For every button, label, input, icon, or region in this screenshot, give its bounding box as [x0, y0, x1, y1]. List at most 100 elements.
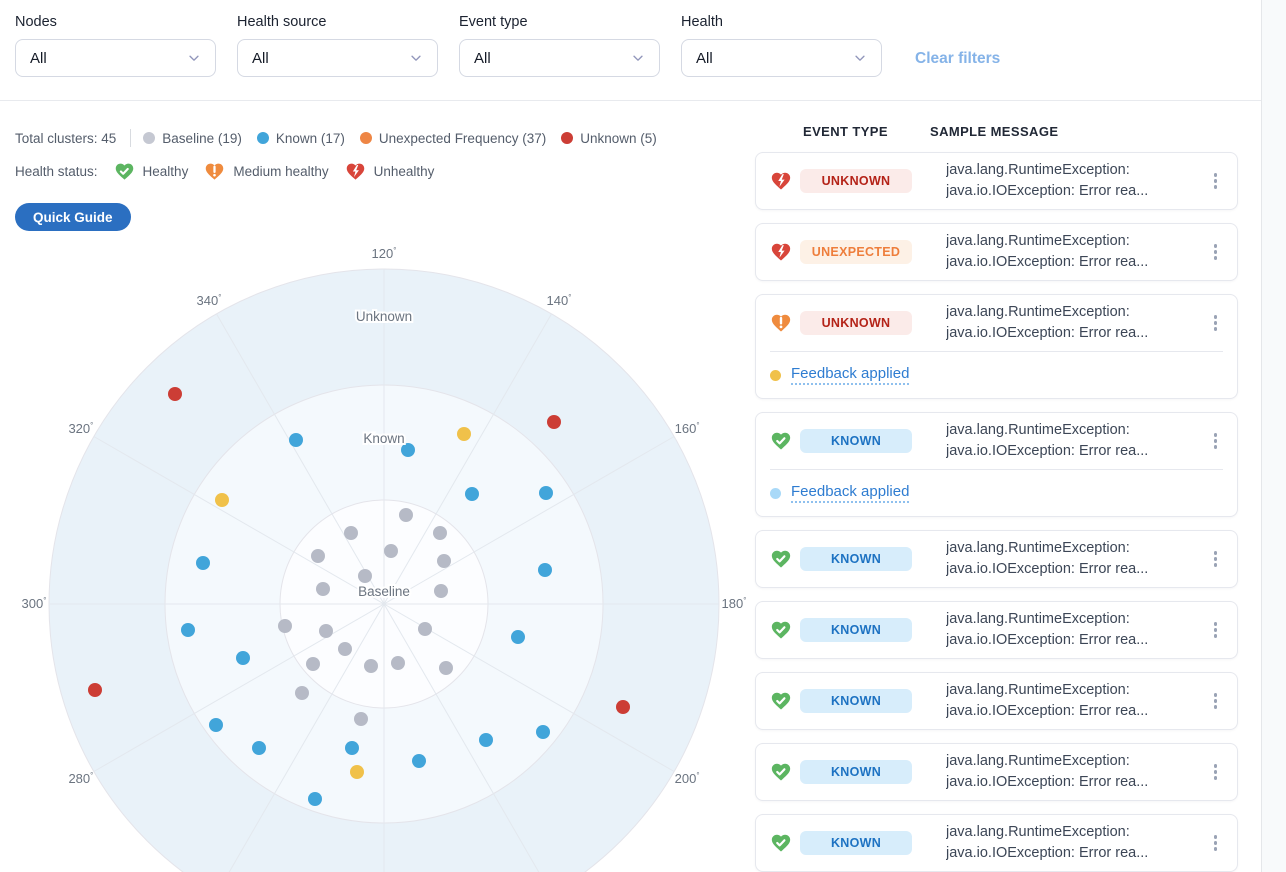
cluster-dot-known[interactable]	[209, 718, 223, 732]
cluster-dot-baseline[interactable]	[358, 569, 372, 583]
cluster-dot-baseline[interactable]	[384, 544, 398, 558]
event-type-select[interactable]: All	[459, 39, 660, 77]
cluster-dot-known[interactable]	[345, 741, 359, 755]
angle-tick-340: 340°	[197, 293, 222, 308]
nodes-select[interactable]: All	[15, 39, 216, 77]
row-menu-button[interactable]	[1208, 758, 1224, 786]
feedback-applied-link[interactable]: Feedback applied	[791, 483, 910, 503]
cluster-dot-baseline[interactable]	[338, 642, 352, 656]
cluster-dot-unknown[interactable]	[616, 700, 630, 714]
health-item-unhealthy: Unhealthy	[345, 161, 434, 182]
legend-label: Baseline (19)	[162, 130, 242, 146]
event-row[interactable]: KNOWN java.lang.RuntimeException: java.i…	[755, 672, 1238, 730]
events-rows: UNKNOWN java.lang.RuntimeException: java…	[755, 152, 1238, 872]
legend-item-known: Known (17)	[256, 131, 345, 146]
sample-message: java.lang.RuntimeException: java.io.IOEx…	[946, 539, 1149, 577]
cluster-dot-baseline[interactable]	[437, 554, 451, 568]
cluster-dot-baseline[interactable]	[278, 619, 292, 633]
event-row-main: KNOWN java.lang.RuntimeException: java.i…	[756, 602, 1237, 658]
cluster-dot-baseline[interactable]	[433, 526, 447, 540]
feedback-dot	[770, 369, 781, 381]
event-row[interactable]: UNKNOWN java.lang.RuntimeException: java…	[755, 152, 1238, 210]
heart-check-icon	[771, 763, 791, 781]
cluster-dot-known[interactable]	[289, 433, 303, 447]
cluster-dot-baseline[interactable]	[364, 659, 378, 673]
event-row[interactable]: KNOWN java.lang.RuntimeException: java.i…	[755, 530, 1238, 588]
angle-tick-300: 300°	[22, 596, 47, 611]
event-row[interactable]: KNOWN java.lang.RuntimeException: java.i…	[755, 412, 1238, 517]
clear-filters-link[interactable]: Clear filters	[915, 50, 1001, 67]
event-row[interactable]: UNEXPECTED java.lang.RuntimeException: j…	[755, 223, 1238, 281]
cluster-dot-baseline[interactable]	[295, 686, 309, 700]
cluster-dot-baseline[interactable]	[434, 584, 448, 598]
event-row[interactable]: UNKNOWN java.lang.RuntimeException: java…	[755, 294, 1238, 399]
cluster-dot-baseline[interactable]	[344, 526, 358, 540]
cluster-dot-known[interactable]	[536, 725, 550, 739]
sample-message: java.lang.RuntimeException: java.io.IOEx…	[946, 303, 1149, 341]
cluster-dot-unknown[interactable]	[547, 415, 561, 429]
feedback-row: Feedback applied	[756, 352, 1237, 398]
cluster-dot-known[interactable]	[196, 556, 210, 570]
cluster-dot-baseline[interactable]	[354, 712, 368, 726]
spoke-line	[216, 313, 385, 605]
cluster-dot-known[interactable]	[181, 623, 195, 637]
event-type-badge: KNOWN	[800, 760, 912, 784]
cluster-polar-chart: Baseline Known Unknown 120° 140° 160° 180° 200°…	[22, 246, 747, 872]
cluster-dot-known[interactable]	[412, 754, 426, 768]
cluster-dot-unknown[interactable]	[168, 387, 182, 401]
cluster-dot-baseline[interactable]	[316, 582, 330, 596]
cluster-dot-baseline[interactable]	[399, 508, 413, 522]
cluster-dot-baseline[interactable]	[319, 624, 333, 638]
cluster-dot-baseline[interactable]	[418, 622, 432, 636]
event-row[interactable]: KNOWN java.lang.RuntimeException: java.i…	[755, 601, 1238, 659]
row-menu-button[interactable]	[1208, 829, 1224, 857]
cluster-dot-known[interactable]	[511, 630, 525, 644]
cluster-dot-baseline[interactable]	[306, 657, 320, 671]
chart-labels: Baseline Known Unknown 120° 140° 160° 180° 200°…	[22, 246, 747, 786]
angle-tick-320: 320°	[68, 421, 93, 436]
cluster-dot-known[interactable]	[539, 486, 553, 500]
selected-value: All	[696, 49, 713, 67]
row-menu-button[interactable]	[1208, 545, 1224, 573]
cluster-dot-known[interactable]	[479, 733, 493, 747]
cluster-dot-known[interactable]	[538, 563, 552, 577]
filter-label: Event type	[459, 14, 528, 30]
feedback-divider	[770, 469, 1223, 470]
sample-message: java.lang.RuntimeException: java.io.IOEx…	[946, 161, 1149, 199]
feedback-applied-link[interactable]: Feedback applied	[791, 365, 910, 385]
cluster-dot-unknown[interactable]	[88, 683, 102, 697]
chevron-down-icon	[411, 55, 421, 61]
row-menu-button[interactable]	[1208, 427, 1224, 455]
row-menu-button[interactable]	[1208, 238, 1224, 266]
cluster-dot-baseline[interactable]	[311, 549, 325, 563]
legend-label: Unknown (5)	[580, 130, 657, 146]
sample-message: java.lang.RuntimeException: java.io.IOEx…	[946, 610, 1149, 648]
event-type-badge: UNEXPECTED	[800, 240, 912, 264]
cluster-dot-unexpected-frequency[interactable]	[215, 493, 229, 507]
cluster-dot-known[interactable]	[252, 741, 266, 755]
cluster-dot-known[interactable]	[465, 487, 479, 501]
legend-separator	[130, 129, 132, 147]
quick-guide-button[interactable]: Quick Guide	[15, 203, 131, 231]
cluster-dot-baseline[interactable]	[391, 656, 405, 670]
health-select[interactable]: All	[681, 39, 882, 77]
event-row[interactable]: KNOWN java.lang.RuntimeException: java.i…	[755, 743, 1238, 801]
cluster-dot-known[interactable]	[308, 792, 322, 806]
cluster-dot-known[interactable]	[401, 443, 415, 457]
health-source-select[interactable]: All	[237, 39, 438, 77]
cluster-dot-unexpected-frequency[interactable]	[457, 427, 471, 441]
right-scroll-gutter[interactable]	[1261, 0, 1286, 872]
heart-check-icon	[771, 550, 791, 568]
row-menu-button[interactable]	[1208, 687, 1224, 715]
row-menu-button[interactable]	[1208, 309, 1224, 337]
row-menu-button[interactable]	[1208, 167, 1224, 195]
feedback-divider	[770, 351, 1223, 352]
cluster-dot-baseline[interactable]	[439, 661, 453, 675]
cluster-dot-unexpected-frequency[interactable]	[350, 765, 364, 779]
health-label: Healthy	[142, 164, 189, 179]
cluster-dot-known[interactable]	[236, 651, 250, 665]
event-row[interactable]: KNOWN java.lang.RuntimeException: java.i…	[755, 814, 1238, 872]
row-menu-button[interactable]	[1208, 616, 1224, 644]
event-type-badge: KNOWN	[800, 618, 912, 642]
filter-nodes: Nodes All	[15, 14, 216, 77]
